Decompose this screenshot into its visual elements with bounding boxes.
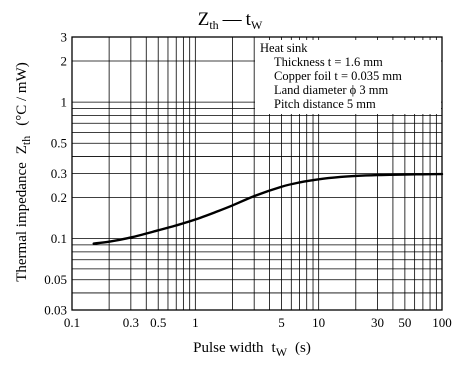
series-line <box>92 172 444 245</box>
y-tick-label: 0.05 <box>44 272 67 287</box>
x-axis-label-var: t <box>272 340 277 356</box>
plot-frame <box>71 36 443 311</box>
title-main-symbol: Z <box>198 9 210 30</box>
x-tick-label: 50 <box>398 315 411 330</box>
y-axis-label-text: Thermal impedance <box>14 162 30 282</box>
y-tick-labels: 0.03 0.05 0.1 0.2 0.3 0.5 1 2 3 <box>44 30 67 318</box>
annotation-box: Heat sink Thickness t = 1.6 mm Copper fo… <box>255 40 441 114</box>
title-right-subscript: W <box>251 18 263 32</box>
annotation-line-1: Heat sink <box>260 41 308 55</box>
y-tick-label: 0.03 <box>44 303 67 318</box>
x-tick-label: 0.1 <box>64 315 80 330</box>
annotation-line-4: Land diameter ϕ 3 mm <box>274 83 388 97</box>
annotation-line-2: Thickness t = 1.6 mm <box>274 55 383 69</box>
plot-border <box>71 36 443 311</box>
x-tick-label: 100 <box>432 315 452 330</box>
y-tick-label: 0.2 <box>51 190 67 205</box>
x-tick-labels: 0.1 0.3 0.5 1 5 10 30 50 100 <box>64 315 452 330</box>
y-tick-label: 0.1 <box>51 231 67 246</box>
x-axis-label: Pulse width tW (s) <box>193 340 311 359</box>
x-tick-label: 0.3 <box>123 315 139 330</box>
title-right-symbol: t <box>246 9 252 30</box>
title-main-subscript: th <box>209 18 218 32</box>
y-axis-label: Thermal impedance Zth (°C / mW) <box>14 62 33 282</box>
y-axis-label-var: Z <box>14 145 30 154</box>
y-tick-label: 2 <box>61 54 68 69</box>
annotation-background <box>255 40 441 114</box>
x-tick-label: 1 <box>192 315 199 330</box>
x-axis-label-var-sub: W <box>276 345 288 359</box>
annotation-line-3: Copper foil t = 0.035 mm <box>274 69 402 83</box>
y-tick-label: 3 <box>61 30 68 45</box>
curve-layer <box>92 172 444 245</box>
x-axis-label-text: Pulse width <box>193 340 264 356</box>
y-tick-label: 1 <box>61 95 68 110</box>
title-dash: — <box>222 9 243 30</box>
annotation-line-5: Pitch distance 5 mm <box>274 97 376 111</box>
x-tick-label: 30 <box>371 315 384 330</box>
y-axis-label-unit: (°C / mW) <box>14 62 30 126</box>
x-tick-label: 0.5 <box>150 315 166 330</box>
y-axis-label-var-sub: th <box>19 136 33 145</box>
y-tick-label: 0.5 <box>51 136 67 151</box>
x-tick-label: 5 <box>278 315 285 330</box>
x-tick-label: 10 <box>312 315 325 330</box>
chart-title: Zth — tW <box>198 9 263 32</box>
y-tick-label: 0.3 <box>51 166 67 181</box>
x-axis-label-unit: (s) <box>295 340 311 356</box>
